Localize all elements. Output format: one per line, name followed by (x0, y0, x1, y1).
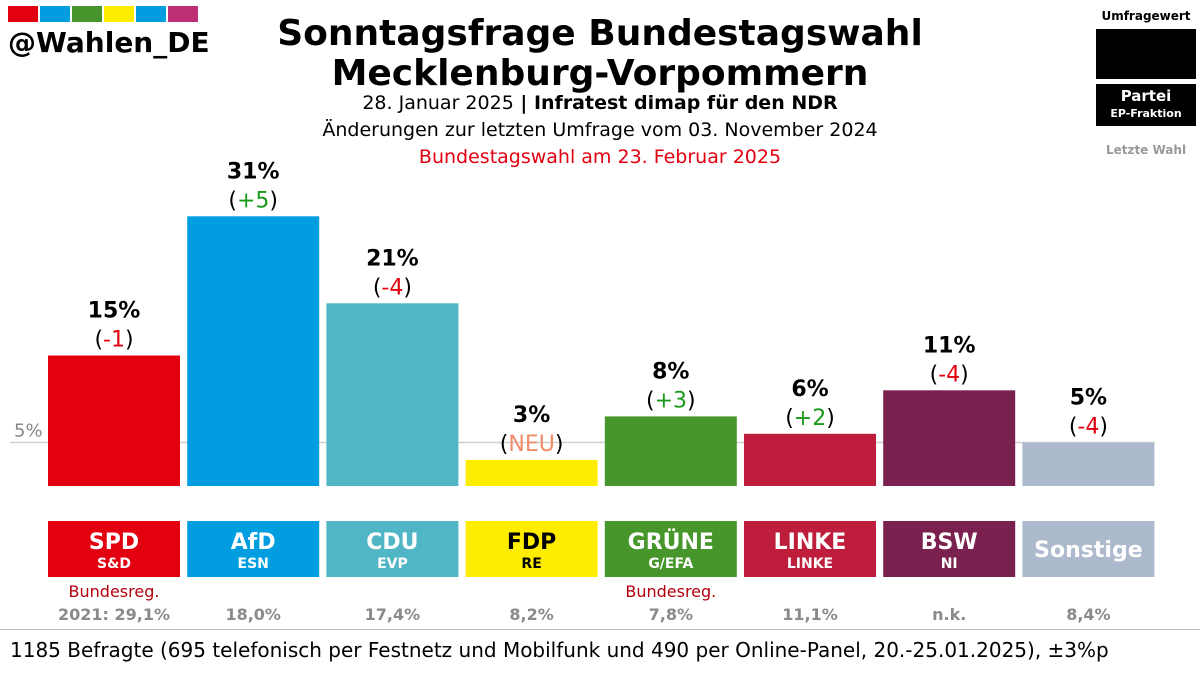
last-election-value: n.k. (932, 605, 966, 624)
brand-stripe (136, 6, 166, 22)
value-label: 3% (513, 403, 550, 428)
bar-fdp (465, 459, 598, 486)
value-label: 6% (791, 377, 828, 402)
footer-note: 1185 Befragte (695 telefonisch per Festn… (10, 638, 1109, 662)
brand-stripes (8, 6, 198, 22)
chart-title-line2: Mecklenburg-Vorpommern (331, 53, 869, 94)
change-label: (-4) (373, 275, 412, 300)
bar-bsw (883, 390, 1016, 486)
party-box (604, 521, 737, 577)
party-name: LINKE (774, 530, 847, 555)
party-name: Sonstige (1034, 538, 1142, 563)
party-name: FDP (507, 530, 556, 555)
brand-stripe (40, 6, 70, 22)
last-election-value: 2021: 29,1% (58, 605, 170, 624)
change-label: (-1) (94, 328, 133, 353)
party-box (465, 521, 598, 577)
bar-sonstige (1022, 442, 1155, 486)
bar-afd (187, 216, 320, 487)
value-label: 31% (227, 159, 280, 184)
change-label: (+5) (228, 188, 278, 213)
last-election-value: 18,0% (225, 605, 281, 624)
brand-stripe (72, 6, 102, 22)
change-label: (NEU) (500, 432, 564, 457)
party-box (326, 521, 459, 577)
party-faction: EVP (377, 556, 408, 572)
party-name: AfD (231, 530, 276, 555)
bar-linke (744, 433, 876, 486)
last-election-value: 11,1% (782, 605, 838, 624)
party-box (48, 521, 180, 577)
brand-stripe (8, 6, 38, 22)
change-label: (-4) (930, 362, 969, 387)
last-election-value: 17,4% (365, 605, 421, 624)
legend-last-election: Letzte Wahl (1105, 143, 1187, 157)
election-note: Bundestagswahl am 23. Februar 2025 (418, 146, 782, 168)
value-label: 15% (88, 299, 141, 324)
change-label: (+2) (785, 406, 835, 431)
footer-divider (0, 629, 1200, 630)
bar-cdu (326, 303, 459, 486)
party-faction: LINKE (787, 556, 833, 572)
subtitle-institute: Infratest dimap für den NDR (533, 92, 838, 114)
last-election-value: 7,8% (649, 605, 693, 624)
party-name: GRÜNE (628, 529, 714, 555)
change-label: (+3) (646, 388, 696, 413)
party-box (744, 521, 876, 577)
brand-stripe (104, 6, 134, 22)
legend-party-box: Partei EP-Fraktion (1096, 84, 1196, 126)
subtitle: 28. Januar 2025 | Infratest dimap für de… (0, 92, 1200, 114)
legend-party: Partei (1120, 87, 1172, 105)
subtitle-separator: | (513, 92, 534, 114)
party-name: SPD (89, 530, 139, 555)
account-handle: @Wahlen_DE (8, 26, 210, 59)
gov-note: Bundesreg. (69, 582, 160, 601)
bar-spd (48, 355, 180, 486)
legend-faction: EP-Fraktion (1110, 107, 1182, 120)
legend-value-box (1096, 29, 1196, 79)
party-name: BSW (921, 530, 978, 555)
value-label: 21% (366, 246, 419, 271)
chart-title-line1: Sonntagsfrage Bundestagswahl (277, 13, 923, 54)
party-box (883, 521, 1016, 577)
changes-note: Änderungen zur letzten Umfrage vom 03. N… (322, 119, 878, 141)
value-label: 11% (923, 333, 976, 358)
party-faction: S&D (97, 556, 131, 572)
gov-note: Bundesreg. (625, 582, 716, 601)
party-faction: RE (521, 556, 541, 572)
last-election-value: 8,2% (509, 605, 553, 624)
legend-header: Umfragewert (1101, 9, 1191, 23)
bar-grüne (604, 416, 737, 486)
subtitle-date: 28. Januar 2025 (362, 92, 514, 114)
brand-stripe (168, 6, 198, 22)
change-label: (-4) (1069, 415, 1108, 440)
party-box (1022, 521, 1155, 577)
value-label: 5% (1070, 386, 1107, 411)
party-name: CDU (366, 530, 418, 555)
threshold-label: 5% (14, 421, 43, 442)
value-label: 8% (652, 359, 689, 384)
party-faction: ESN (238, 556, 269, 572)
last-election-value: 8,4% (1066, 605, 1110, 624)
party-faction: NI (941, 556, 958, 572)
party-box (187, 521, 320, 577)
party-faction: G/EFA (648, 556, 693, 572)
